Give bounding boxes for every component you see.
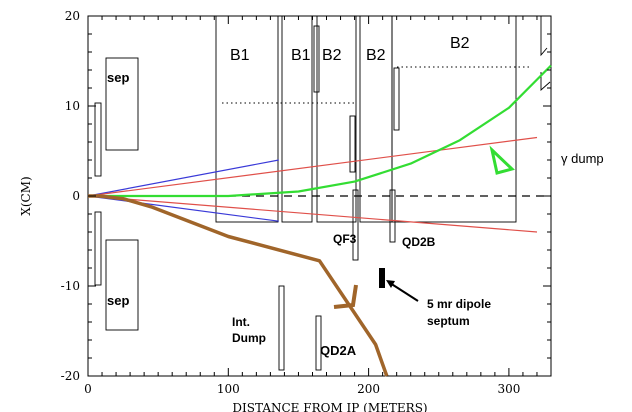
y-axis-label: X(CM) xyxy=(19,176,33,215)
label-int-dump-line1: Int. xyxy=(232,315,250,329)
thin-element-1 xyxy=(313,25,320,93)
septum-pointer xyxy=(389,282,419,302)
label-qd2a: QD2A xyxy=(320,343,357,358)
trajectory-series-1 xyxy=(87,195,279,222)
magnet-elements xyxy=(94,15,551,371)
small-element-top xyxy=(94,102,102,177)
y-tick-label: -10 xyxy=(61,279,80,293)
trajectory-series-0 xyxy=(87,159,279,197)
small-element-bottom xyxy=(94,211,102,286)
int-dump-element xyxy=(278,285,285,371)
x-tick-label: 100 xyxy=(217,382,240,396)
label-sep-top: sep xyxy=(107,70,129,85)
trajectory-series-5 xyxy=(88,194,389,377)
thin-element-2 xyxy=(349,115,356,173)
label-b1-a: B1 xyxy=(230,47,250,64)
ticks-layer xyxy=(87,15,552,377)
septum-marker xyxy=(379,268,385,288)
trajectory-series-2 xyxy=(87,136,538,197)
separator-bottom xyxy=(105,239,139,331)
dipole-b1-a xyxy=(215,15,279,223)
thin-element-3 xyxy=(393,67,400,131)
label-b2-a: B2 xyxy=(322,47,342,64)
brown-arrow-icon xyxy=(333,284,358,309)
label-qf3: QF3 xyxy=(333,232,357,246)
label-int-dump-line2: Dump xyxy=(232,331,266,345)
y-tick-label: -20 xyxy=(61,369,80,383)
x-axis-label: DISTANCE FROM IP (METERS) xyxy=(232,401,427,412)
label-qd2b: QD2B xyxy=(402,235,436,249)
dipole-b2-a xyxy=(316,15,357,223)
label-b1-b: B1 xyxy=(291,47,311,64)
x-tick-label: 300 xyxy=(497,382,520,396)
edge-element xyxy=(540,16,551,92)
label-b2-b: B2 xyxy=(366,47,386,64)
green-arrow-icon xyxy=(489,145,515,175)
series-layer xyxy=(87,64,552,377)
label-gamma-dump: γ dump xyxy=(561,151,604,166)
qf3-element xyxy=(352,189,359,261)
label-sep-bottom: sep xyxy=(107,293,129,308)
qd2b-element xyxy=(389,189,396,243)
label-b2-c: B2 xyxy=(450,35,470,52)
dipole-b1-b xyxy=(281,15,313,223)
y-tick-label: 20 xyxy=(65,9,80,23)
qd2a-element xyxy=(315,315,322,371)
label-septum-line2: septum xyxy=(427,314,470,328)
x-tick-label: 200 xyxy=(357,382,380,396)
label-septum-line1: 5 mr dipole xyxy=(427,297,491,311)
trajectory-series-4 xyxy=(88,64,552,198)
tick-labels-layer: 0 100 200 300 -20 -10 0 10 20 xyxy=(61,9,521,396)
septum-arrowhead-icon xyxy=(386,280,395,288)
y-tick-label: 0 xyxy=(72,189,80,203)
trajectory-series-3 xyxy=(87,195,538,233)
dipole-b2-c xyxy=(391,15,517,223)
y-tick-label: 10 xyxy=(65,99,80,113)
x-tick-label: 0 xyxy=(84,382,92,396)
separator-top xyxy=(105,57,139,151)
